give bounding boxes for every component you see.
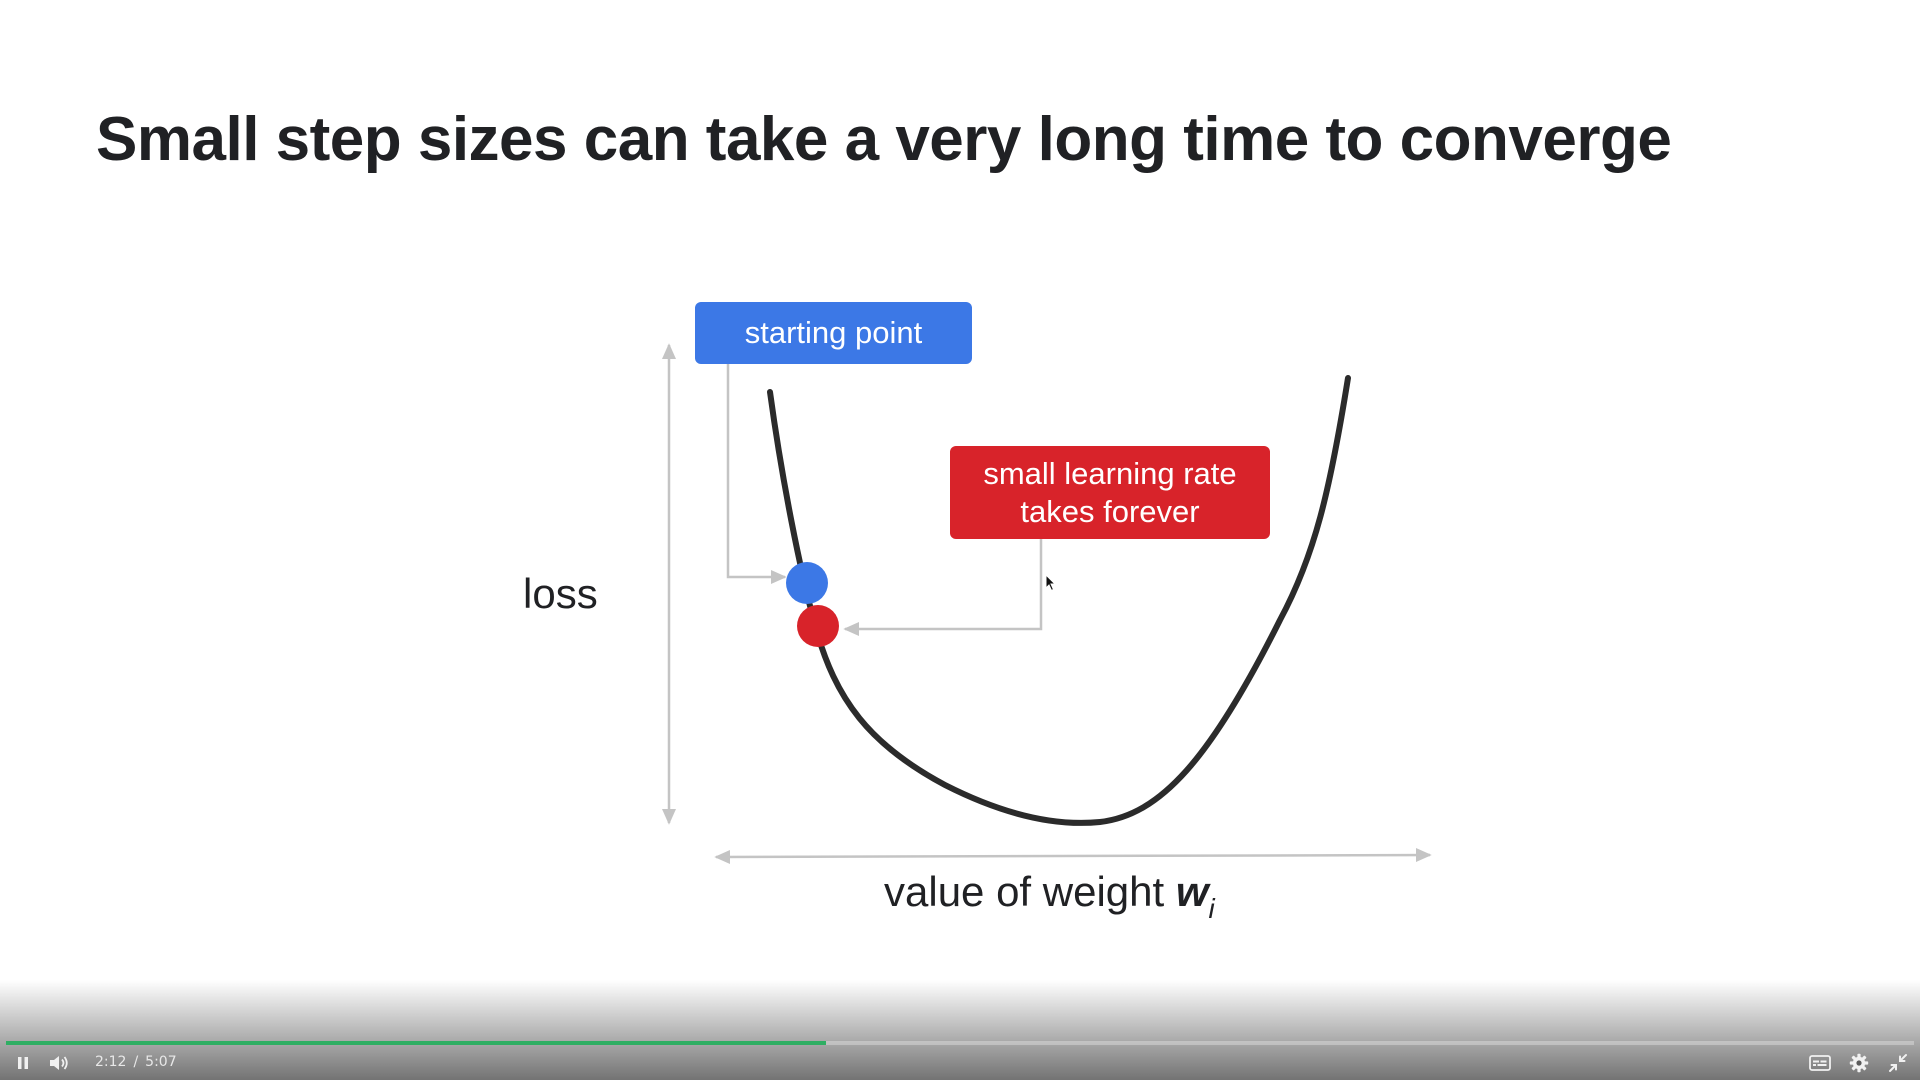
starting-point-dot — [786, 562, 828, 604]
small-lr-connector — [843, 539, 1043, 636]
duration: 5:07 — [145, 1054, 177, 1070]
progress-bar[interactable] — [6, 1041, 1914, 1045]
small-lr-line-2: takes forever — [1020, 493, 1200, 529]
pause-icon — [18, 1057, 28, 1069]
mouse-pointer-icon — [1045, 574, 1057, 592]
captions-icon — [1809, 1055, 1831, 1071]
starting-point-label: starting point — [744, 315, 923, 350]
player-control-bar: 2:12 / 5:07 — [0, 1045, 1920, 1080]
y-axis-label: loss — [523, 570, 598, 617]
exit-fullscreen-button[interactable] — [1885, 1051, 1911, 1075]
starting-point-callout: starting point — [695, 302, 972, 364]
time-separator: / — [133, 1054, 139, 1070]
volume-icon — [50, 1056, 68, 1070]
pause-button[interactable] — [10, 1051, 36, 1075]
captions-button[interactable] — [1807, 1051, 1833, 1075]
controls-gradient — [0, 980, 1920, 1080]
x-axis-label-variable: w — [1175, 868, 1209, 915]
x-axis-label-subscript: i — [1208, 893, 1215, 924]
exit-fullscreen-icon — [1889, 1054, 1907, 1072]
x-axis-label: value of weight wi — [884, 868, 1215, 924]
slide-title: Small step sizes can take a very long ti… — [96, 105, 1672, 174]
next-step-dot — [797, 605, 839, 647]
small-lr-line-1: small learning rate — [983, 455, 1237, 491]
volume-button[interactable] — [46, 1051, 72, 1075]
small-learning-rate-callout: small learning rate takes forever — [950, 446, 1270, 539]
x-axis-label-text: value of weight — [884, 868, 1176, 915]
x-axis — [714, 848, 1432, 864]
starting-point-connector — [726, 364, 787, 584]
progress-played — [6, 1041, 827, 1045]
loss-curve — [767, 375, 1351, 826]
current-time: 2:12 — [95, 1054, 127, 1070]
gear-icon — [1849, 1053, 1869, 1073]
time-display: 2:12 / 5:07 — [95, 1054, 177, 1070]
settings-button[interactable] — [1846, 1051, 1872, 1075]
